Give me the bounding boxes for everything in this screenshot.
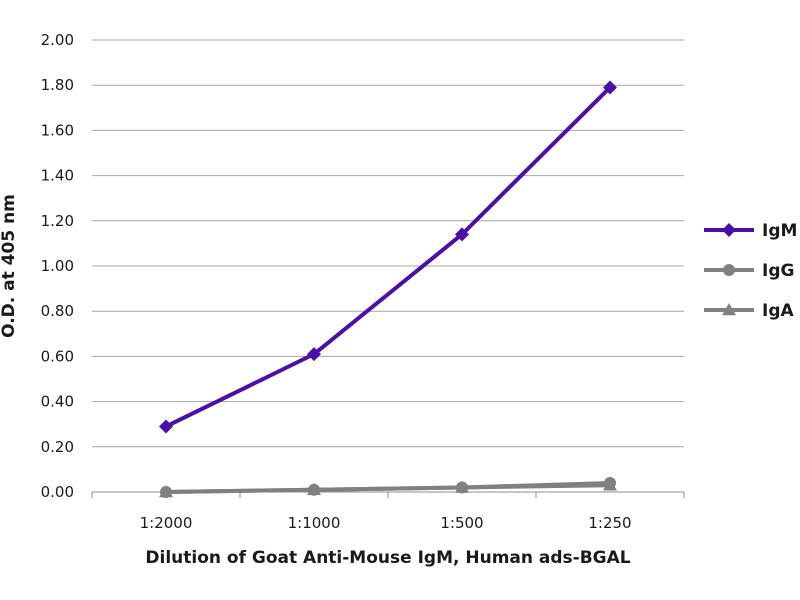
series-line — [165, 86, 612, 429]
y-tick-label: 0.60 — [41, 347, 74, 365]
y-tick-label: 1.80 — [41, 76, 74, 94]
data-point-diamond — [307, 347, 321, 362]
series-group — [159, 80, 617, 498]
legend: IgM IgG IgA — [704, 221, 797, 321]
x-tick-labels: 1:2000 1:1000 1:500 1:250 — [140, 514, 632, 532]
data-point-circle — [308, 483, 320, 496]
x-tick-label: 1:1000 — [288, 514, 341, 532]
data-point-circle — [723, 264, 735, 276]
data-point-circle — [160, 486, 172, 498]
y-axis-title: O.D. at 405 nm — [0, 194, 19, 338]
y-tick-label: 2.00 — [41, 31, 74, 49]
data-point-circle — [456, 481, 468, 494]
legend-item-iga: IgA — [704, 301, 794, 321]
y-tick-label: 1.40 — [41, 167, 74, 185]
series-igm — [159, 80, 617, 434]
y-tick-label: 0.20 — [41, 438, 74, 456]
x-axis-title: Dilution of Goat Anti-Mouse IgM, Human a… — [145, 548, 630, 568]
y-tick-label: 1.20 — [41, 212, 74, 230]
x-axis — [91, 492, 685, 498]
data-point-diamond — [603, 80, 617, 95]
x-tick-label: 1:500 — [440, 514, 483, 532]
legend-label: IgM — [762, 221, 797, 241]
data-point-circle — [604, 476, 616, 489]
x-tick-label: 1:250 — [588, 514, 631, 532]
y-tick-label: 1.00 — [41, 257, 74, 275]
legend-item-igm: IgM — [704, 221, 797, 241]
data-point-diamond — [722, 223, 736, 237]
y-tick-label: 0.80 — [41, 302, 74, 320]
legend-label: IgG — [762, 261, 794, 281]
legend-label: IgA — [762, 301, 794, 321]
legend-item-igg: IgG — [704, 261, 794, 281]
y-tick-label: 0.40 — [41, 393, 74, 411]
data-point-triangle — [722, 303, 736, 316]
y-tick-labels: 0.00 0.20 0.40 0.60 0.80 1.00 1.20 1.40 1.60 1.80… — [41, 31, 74, 501]
x-tick-label: 1:2000 — [140, 514, 193, 532]
gridlines — [92, 39, 684, 493]
data-point-diamond — [159, 419, 173, 434]
y-tick-label: 1.60 — [41, 121, 74, 139]
y-tick-label: 0.00 — [41, 483, 74, 501]
series-line — [165, 480, 611, 494]
data-point-diamond — [455, 227, 469, 242]
series-igg — [160, 476, 616, 498]
